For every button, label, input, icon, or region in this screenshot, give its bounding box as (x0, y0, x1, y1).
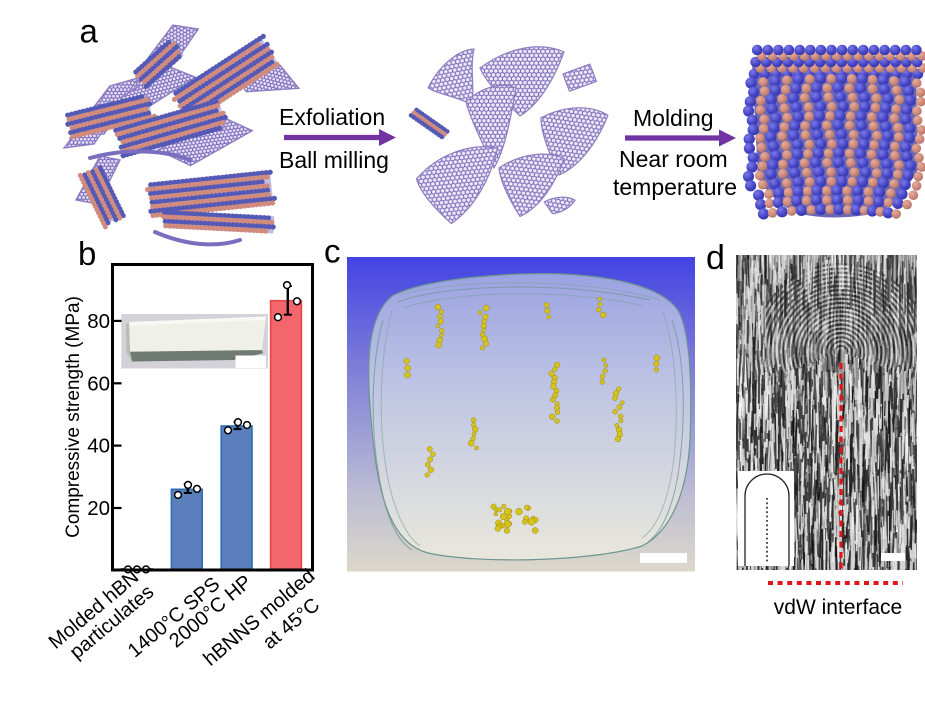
svg-text:b: b (78, 235, 96, 272)
svg-text:d: d (706, 239, 725, 277)
svg-text:a: a (80, 13, 99, 50)
svg-text:Compressive strength (MPa): Compressive strength (MPa) (63, 296, 84, 538)
svg-text:40: 40 (87, 435, 110, 458)
svg-text:vdW interface: vdW interface (774, 596, 902, 619)
svg-text:20: 20 (87, 497, 110, 520)
svg-text:temperature: temperature (613, 174, 737, 200)
svg-text:60: 60 (87, 372, 110, 395)
svg-text:c: c (324, 233, 341, 270)
svg-text:Molding: Molding (633, 105, 714, 131)
svg-text:Exfoliation: Exfoliation (279, 104, 385, 130)
svg-text:Ball milling: Ball milling (279, 147, 389, 173)
svg-text:Near room: Near room (619, 146, 728, 172)
svg-text:80: 80 (87, 310, 110, 333)
